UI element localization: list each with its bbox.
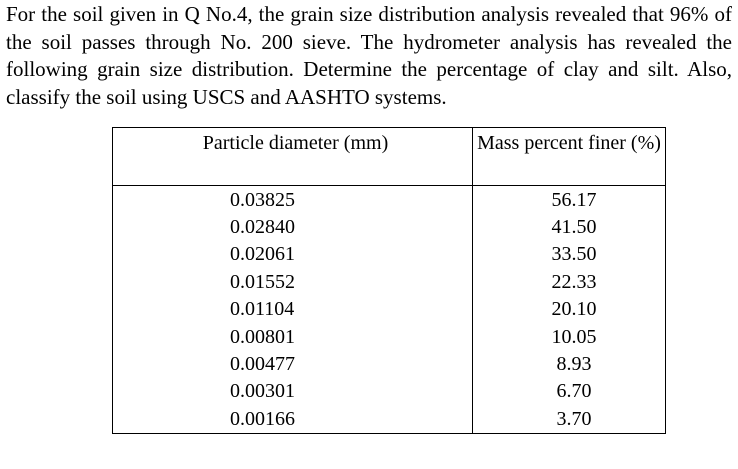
cell-diameter: 0.01552 — [112, 268, 473, 296]
table-row: 0.02840 41.50 — [112, 213, 666, 241]
cell-diameter: 0.03825 — [112, 185, 473, 214]
table-row: 0.00801 10.05 — [112, 322, 666, 351]
cell-diameter: 0.01104 — [112, 295, 473, 323]
cell-diameter: 0.02840 — [112, 213, 473, 241]
cell-percent-finer: 6.70 — [472, 377, 666, 406]
table-row: 0.02061 33.50 — [112, 240, 666, 269]
grain-size-table: Particle diameter (mm) Mass percent fine… — [112, 127, 666, 434]
table-row: 0.00477 8.93 — [112, 350, 666, 378]
table-header-row: Particle diameter (mm) Mass percent fine… — [112, 127, 666, 186]
cell-diameter: 0.02061 — [112, 240, 473, 269]
cell-percent-finer: 3.70 — [472, 405, 666, 434]
cell-percent-finer: 8.93 — [472, 350, 666, 378]
cell-percent-finer: 56.17 — [472, 185, 666, 214]
header-particle-diameter: Particle diameter (mm) — [112, 127, 473, 186]
cell-diameter: 0.00166 — [112, 405, 473, 434]
table-row: 0.00301 6.70 — [112, 377, 666, 406]
cell-percent-finer: 22.33 — [472, 268, 666, 296]
cell-diameter: 0.00477 — [112, 350, 473, 378]
problem-statement: For the soil given in Q No.4, the grain … — [6, 2, 732, 109]
cell-diameter: 0.00301 — [112, 377, 473, 406]
table-row: 0.01552 22.33 — [112, 268, 666, 296]
table-row: 0.03825 56.17 — [112, 185, 666, 214]
header-mass-percent-finer: Mass percent finer (%) — [472, 127, 666, 186]
table-row: 0.01104 20.10 — [112, 295, 666, 323]
cell-diameter: 0.00801 — [112, 322, 473, 351]
table-row: 0.00166 3.70 — [112, 405, 666, 434]
cell-percent-finer: 10.05 — [472, 322, 666, 351]
cell-percent-finer: 20.10 — [472, 295, 666, 323]
cell-percent-finer: 33.50 — [472, 240, 666, 269]
cell-percent-finer: 41.50 — [472, 213, 666, 241]
